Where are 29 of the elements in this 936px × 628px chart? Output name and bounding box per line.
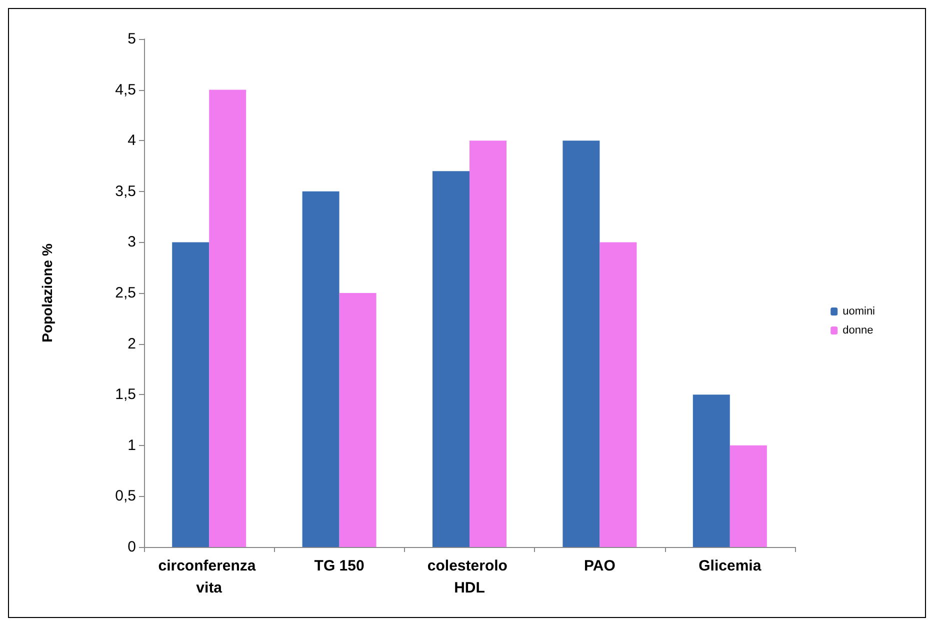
y-tick-label: 3,5 xyxy=(115,182,136,200)
x-tick-label: circonferenza vita xyxy=(158,558,260,596)
y-tick-label: 4,5 xyxy=(115,81,136,98)
y-tick-label: 5 xyxy=(128,30,136,48)
y-tick-label: 1 xyxy=(128,436,136,454)
y-tick-label: 0 xyxy=(128,538,136,556)
y-tick-label: 2 xyxy=(128,335,136,352)
bar xyxy=(432,171,470,547)
x-tick-label: PAO xyxy=(584,558,616,574)
bar xyxy=(730,445,767,547)
y-tick-label: 0,5 xyxy=(115,488,136,505)
legend-label: uomini xyxy=(842,306,875,318)
y-tick-label: 1,5 xyxy=(115,386,136,404)
bar xyxy=(172,242,210,547)
legend-label: donne xyxy=(842,324,874,336)
bar xyxy=(209,90,246,547)
bar xyxy=(600,242,637,547)
y-tick-label: 2,5 xyxy=(115,284,136,302)
bar xyxy=(470,140,506,547)
y-tick-label: 4 xyxy=(128,132,136,150)
x-tick-label: Glicemia xyxy=(698,558,762,574)
bar xyxy=(692,394,730,547)
y-tick-label: 3 xyxy=(128,234,136,251)
x-tick-label: TG 150 xyxy=(314,558,364,574)
y-axis-title: Popolazione % xyxy=(39,243,55,342)
bar xyxy=(339,293,376,547)
bar xyxy=(302,191,340,547)
bar xyxy=(562,140,600,547)
x-tick-label: colesterolo HDL xyxy=(427,558,512,596)
